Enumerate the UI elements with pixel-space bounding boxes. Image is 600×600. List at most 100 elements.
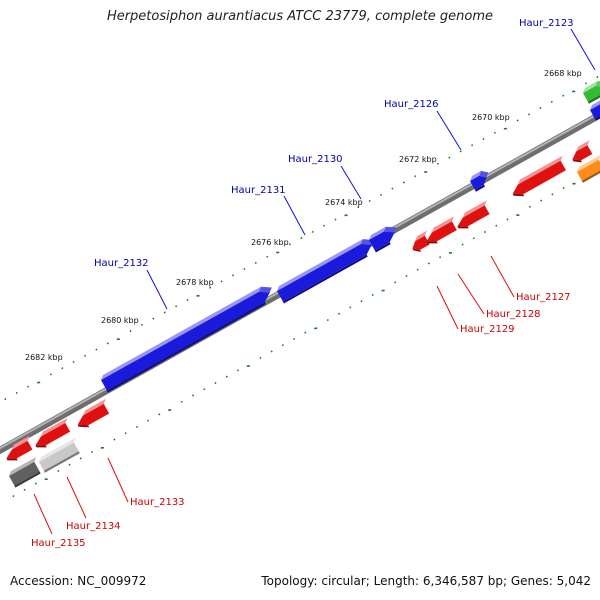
gene-haur-2135[interactable] (6, 435, 33, 461)
outer-scale-minor-tick (106, 342, 109, 345)
outer-scale-minor-tick (414, 175, 417, 178)
light-grey-feature[interactable] (39, 437, 80, 473)
outer-scale-minor-tick (4, 398, 7, 401)
orange-feature-top-face (577, 155, 600, 172)
outer-scale-minor-tick (459, 150, 462, 153)
gene-label-haur_2127[interactable]: Haur_2127 (516, 292, 571, 303)
orange-feature-shadow-face (581, 170, 600, 183)
gene-haur-2130[interactable] (369, 226, 397, 253)
inner-scale-minor-tick (113, 438, 116, 441)
inner-scale-minor-tick (394, 281, 397, 284)
inner-scale-minor-tick (158, 413, 161, 416)
gene-haur-2127-front-face (457, 205, 490, 227)
gene-haur-2126-shadow-face (474, 184, 485, 192)
leader-haur_2129 (436, 285, 459, 330)
gene-reverse-upper-1-shadow-face (512, 193, 525, 197)
outer-scale-minor-tick (61, 367, 64, 370)
gene-label-haur_2132[interactable]: Haur_2132 (94, 258, 149, 269)
gene-haur-2131[interactable] (277, 239, 374, 304)
inner-scale-minor-tick (214, 381, 217, 384)
outer-scale-minor-tick (140, 323, 144, 326)
orange-feature[interactable] (577, 155, 600, 183)
gene-reverse-upper-2-top-face (576, 140, 590, 152)
gene-label-haur_2135[interactable]: Haur_2135 (31, 538, 86, 549)
outer-scale-minor-tick (254, 261, 257, 264)
gene-label-haur_2133[interactable]: Haur_2133 (130, 497, 185, 508)
gene-haur-2130-top-face (369, 226, 386, 240)
map-title: Herpetosiphon aurantiacus ATCC 23779, co… (106, 9, 494, 24)
inner-scale-minor-tick (528, 205, 532, 208)
tick-label: 2670 kbp (472, 113, 510, 122)
green-feature[interactable] (583, 81, 600, 104)
gene-haur-2130-shadow-face (374, 242, 391, 253)
inner-scale-minor-tick (23, 488, 26, 491)
orange-feature-front-face (577, 159, 600, 181)
gene-haur-2132-top-face (101, 286, 261, 380)
gene-label-haur_2134[interactable]: Haur_2134 (66, 521, 121, 532)
inner-scale-minor-tick (495, 224, 498, 227)
gene-haur-2134[interactable] (35, 417, 71, 448)
gene-label-haur_2123[interactable]: Haur_2123 (519, 18, 574, 29)
gene-haur-2123-front-face (590, 104, 600, 119)
gene-label-haur_2130[interactable]: Haur_2130 (288, 154, 343, 165)
outer-scale-minor-tick (391, 187, 394, 190)
gene-reverse-upper-2[interactable] (572, 140, 593, 163)
outer-scale-minor-tick (72, 360, 75, 364)
gene-haur-2127[interactable] (457, 200, 490, 229)
inner-scale-minor-tick (427, 262, 430, 265)
gene-haur-2131-top-face (277, 239, 363, 291)
inner-scale-minor-tick (90, 451, 94, 454)
gene-haur-2126[interactable] (470, 170, 489, 192)
gene-reverse-upper-2-shadow-face (572, 159, 582, 163)
gene-haur-2129[interactable] (412, 230, 430, 252)
outer-scale-minor-tick (357, 206, 360, 209)
gene-label-haur_2126[interactable]: Haur_2126 (384, 99, 439, 110)
gene-label-haur_2131[interactable]: Haur_2131 (231, 185, 286, 196)
gene-haur-2128[interactable] (426, 216, 457, 244)
gene-haur-2132-front-face (101, 291, 270, 391)
inner-scale-minor-tick (551, 193, 554, 196)
gene-haur-2130-front-face (369, 231, 395, 251)
leader-haur_2131 (283, 195, 306, 236)
gene-haur-2133[interactable] (77, 398, 110, 428)
gene-haur-2128-shadow-face (426, 241, 438, 244)
outer-scale-minor-tick (163, 311, 166, 314)
outer-scale-minor-tick (243, 268, 246, 271)
inner-scale-minor-tick (191, 394, 195, 397)
inner-scale-minor-tick (236, 369, 240, 372)
gene-haur-2133-shadow-face (77, 424, 90, 428)
gene-haur-2127-top-face (462, 200, 487, 218)
tick-label: 2668 kbp (544, 69, 582, 78)
inner-scale-minor-tick (281, 344, 284, 347)
inner-scale-minor-tick (259, 356, 262, 359)
gene-label-haur_2128[interactable]: Haur_2128 (486, 309, 541, 320)
gene-haur-2126-top-face (470, 170, 482, 181)
inner-scale-minor-tick (34, 482, 37, 485)
gene-label-haur_2129[interactable]: Haur_2129 (460, 324, 515, 335)
gene-haur-2129-shadow-face (412, 248, 422, 252)
inner-scale-minor-tick (337, 312, 341, 315)
inner-scale-minor-tick (68, 463, 71, 466)
gene-haur-2134-front-face (35, 422, 71, 446)
gene-haur-2132[interactable] (101, 286, 272, 393)
gene-reverse-upper-1[interactable] (512, 155, 566, 197)
gene-haur-2126-front-face (470, 175, 487, 190)
dark-grey-feature[interactable] (9, 456, 41, 488)
outer-scale-minor-tick (186, 298, 189, 302)
leader-haur_2133 (107, 457, 129, 503)
gene-haur-2123[interactable] (590, 99, 600, 121)
outer-scale-minor-tick (311, 230, 314, 233)
gene-haur-2132-shadow-face (106, 302, 266, 393)
outer-scale-minor-tick (402, 181, 405, 184)
inner-scale-minor-tick (349, 306, 352, 309)
leader-haur_2132 (146, 269, 168, 310)
tick-label: 2672 kbp (399, 155, 437, 164)
outer-scale-minor-tick (471, 144, 474, 147)
outer-scale-minor-tick (152, 317, 155, 320)
light-grey-feature-front-face (39, 442, 79, 471)
inner-scale-minor-tick (540, 199, 543, 202)
gene-haur-2135-front-face (6, 440, 33, 459)
tick-label: 2682 kbp (25, 353, 63, 362)
label-layer: 2668 kbp 2670 kbp 2672 kbp 2674 kbp 2676 kbp… (25, 18, 582, 549)
green-feature-top-face (583, 81, 598, 93)
